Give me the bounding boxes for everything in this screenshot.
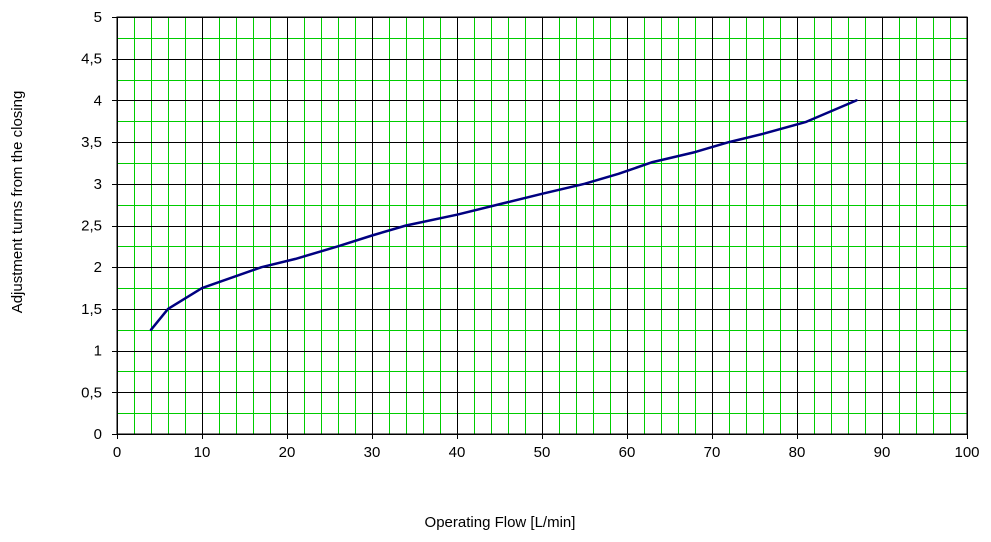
y-tick-label: 3,5 bbox=[81, 134, 102, 151]
x-tick-label: 90 bbox=[874, 444, 891, 461]
x-tick-label: 80 bbox=[789, 444, 806, 461]
x-axis-ticks: 0 10 20 30 40 50 60 70 80 90 100 bbox=[113, 434, 980, 461]
x-tick-label: 20 bbox=[279, 444, 296, 461]
x-tick-label: 40 bbox=[449, 444, 466, 461]
y-tick-label: 2,5 bbox=[81, 218, 102, 235]
x-axis-title: Operating Flow [L/min] bbox=[425, 514, 576, 531]
x-tick-label: 10 bbox=[194, 444, 211, 461]
x-tick-label: 0 bbox=[113, 444, 121, 461]
y-tick-label: 0,5 bbox=[81, 384, 102, 401]
x-tick-label: 60 bbox=[619, 444, 636, 461]
y-tick-label: 3 bbox=[94, 176, 102, 193]
series-line bbox=[149, 99, 858, 332]
y-tick-label: 4,5 bbox=[81, 51, 102, 68]
y-axis-ticks: 0 0,5 1 1,5 2 2,5 3 3,5 4 4,5 5 bbox=[81, 9, 117, 443]
y-tick-label: 1,5 bbox=[81, 301, 102, 318]
x-tick-label: 70 bbox=[704, 444, 721, 461]
y-tick-label: 5 bbox=[94, 9, 102, 26]
y-tick-label: 4 bbox=[94, 92, 102, 109]
x-tick-label: 50 bbox=[534, 444, 551, 461]
y-tick-label: 1 bbox=[94, 343, 102, 360]
x-tick-label: 100 bbox=[954, 444, 979, 461]
y-tick-label: 0 bbox=[94, 426, 102, 443]
x-tick-label: 30 bbox=[364, 444, 381, 461]
series-layer bbox=[149, 99, 858, 332]
y-axis-title: Adjustment turns from the closing bbox=[9, 91, 26, 314]
y-tick-label: 2 bbox=[94, 259, 102, 276]
